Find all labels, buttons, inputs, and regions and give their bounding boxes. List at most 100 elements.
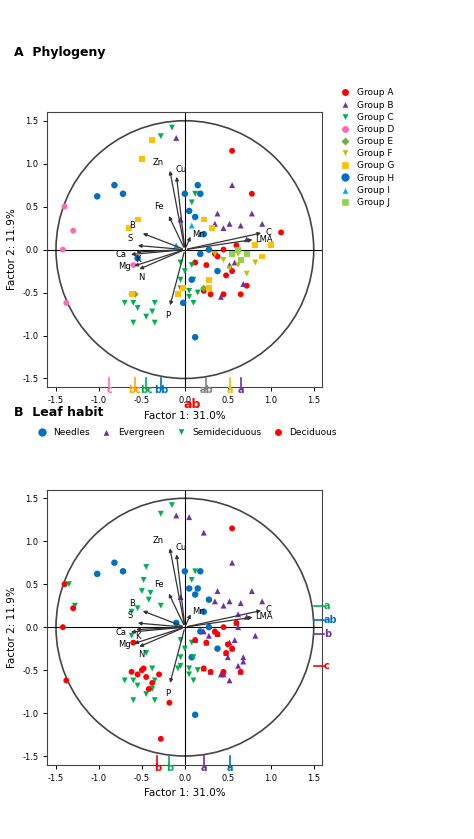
Point [93, 190, 101, 203]
Point [228, 144, 236, 158]
Point [217, 290, 225, 304]
Point [188, 573, 195, 586]
Point [185, 284, 193, 298]
Point [194, 179, 201, 192]
Point [128, 605, 136, 618]
Point [214, 264, 221, 278]
Text: a: a [237, 385, 244, 395]
Text: a: a [226, 385, 233, 395]
Point [177, 591, 184, 604]
Point [188, 650, 195, 664]
Point [233, 238, 240, 252]
Point [214, 628, 221, 641]
Point [228, 522, 236, 535]
Point [191, 633, 199, 647]
Point [205, 243, 213, 257]
Point [217, 668, 225, 681]
Point [228, 179, 236, 192]
Point [177, 273, 184, 286]
Point [140, 573, 147, 586]
Point [226, 595, 233, 608]
Text: bc: bc [128, 385, 141, 395]
Text: LMA: LMA [255, 612, 273, 622]
Point [148, 676, 156, 690]
Point [207, 665, 214, 679]
Point [239, 650, 247, 664]
Point [200, 213, 208, 227]
Text: ab: ab [200, 385, 213, 395]
Point [59, 243, 67, 257]
Point [233, 616, 240, 629]
Point [134, 602, 141, 615]
Text: C: C [265, 228, 271, 237]
Text: c: c [324, 661, 330, 671]
Point [214, 642, 221, 655]
Point [233, 616, 240, 629]
Point [173, 131, 180, 144]
Point [211, 625, 219, 638]
Point [188, 219, 195, 232]
Point [188, 258, 195, 272]
Point [174, 662, 182, 675]
Point [202, 636, 210, 649]
Point [252, 256, 259, 269]
Point [181, 642, 189, 655]
Point [185, 662, 193, 675]
Y-axis label: Factor 2: 11.9%: Factor 2: 11.9% [7, 209, 17, 290]
Point [220, 665, 228, 679]
Point [200, 284, 208, 298]
Point [252, 238, 259, 252]
Point [157, 507, 164, 520]
Point [200, 625, 208, 638]
Point [151, 694, 159, 707]
Text: Mg: Mg [118, 640, 131, 649]
Point [148, 133, 156, 146]
Point [200, 227, 208, 241]
Point [188, 195, 195, 209]
Text: bb: bb [154, 385, 168, 395]
Point [194, 664, 201, 677]
Point [191, 211, 199, 224]
Point [211, 625, 219, 638]
Point [129, 258, 137, 272]
Point [128, 288, 136, 301]
Text: c: c [106, 385, 112, 395]
Point [128, 665, 136, 679]
Point [134, 668, 141, 681]
Point [234, 607, 242, 621]
Text: b: b [154, 763, 161, 773]
Point [228, 556, 236, 570]
Point [146, 586, 154, 600]
Point [148, 682, 156, 696]
Point [228, 642, 236, 655]
Text: Fe: Fe [154, 202, 164, 211]
Point [258, 250, 266, 263]
Text: S: S [127, 234, 133, 243]
Point [191, 331, 199, 344]
Text: Mn: Mn [192, 607, 205, 616]
Point [205, 273, 213, 286]
Legend: Group A, Group B, Group C, Group D, Group E, Group F, Group G, Group H, Group I,: Group A, Group B, Group C, Group D, Grou… [337, 88, 394, 207]
Point [237, 597, 245, 610]
Text: ab: ab [324, 615, 337, 625]
Point [220, 221, 228, 235]
Point [125, 221, 133, 235]
Point [205, 621, 213, 634]
Y-axis label: Factor 2: 11.9%: Factor 2: 11.9% [7, 586, 17, 668]
Point [71, 599, 79, 612]
Point [129, 636, 137, 649]
Point [142, 670, 150, 684]
Text: P: P [165, 311, 170, 320]
Point [177, 213, 184, 227]
Point [226, 217, 233, 231]
Point [151, 296, 159, 310]
Point [142, 560, 150, 574]
X-axis label: Factor 1: 31.0%: Factor 1: 31.0% [144, 788, 226, 798]
Point [61, 200, 68, 213]
Point [168, 121, 176, 134]
Point [197, 565, 204, 578]
Point [177, 282, 184, 295]
Text: K: K [135, 254, 140, 263]
Text: Cu: Cu [176, 543, 187, 552]
Text: Ca: Ca [116, 250, 127, 259]
